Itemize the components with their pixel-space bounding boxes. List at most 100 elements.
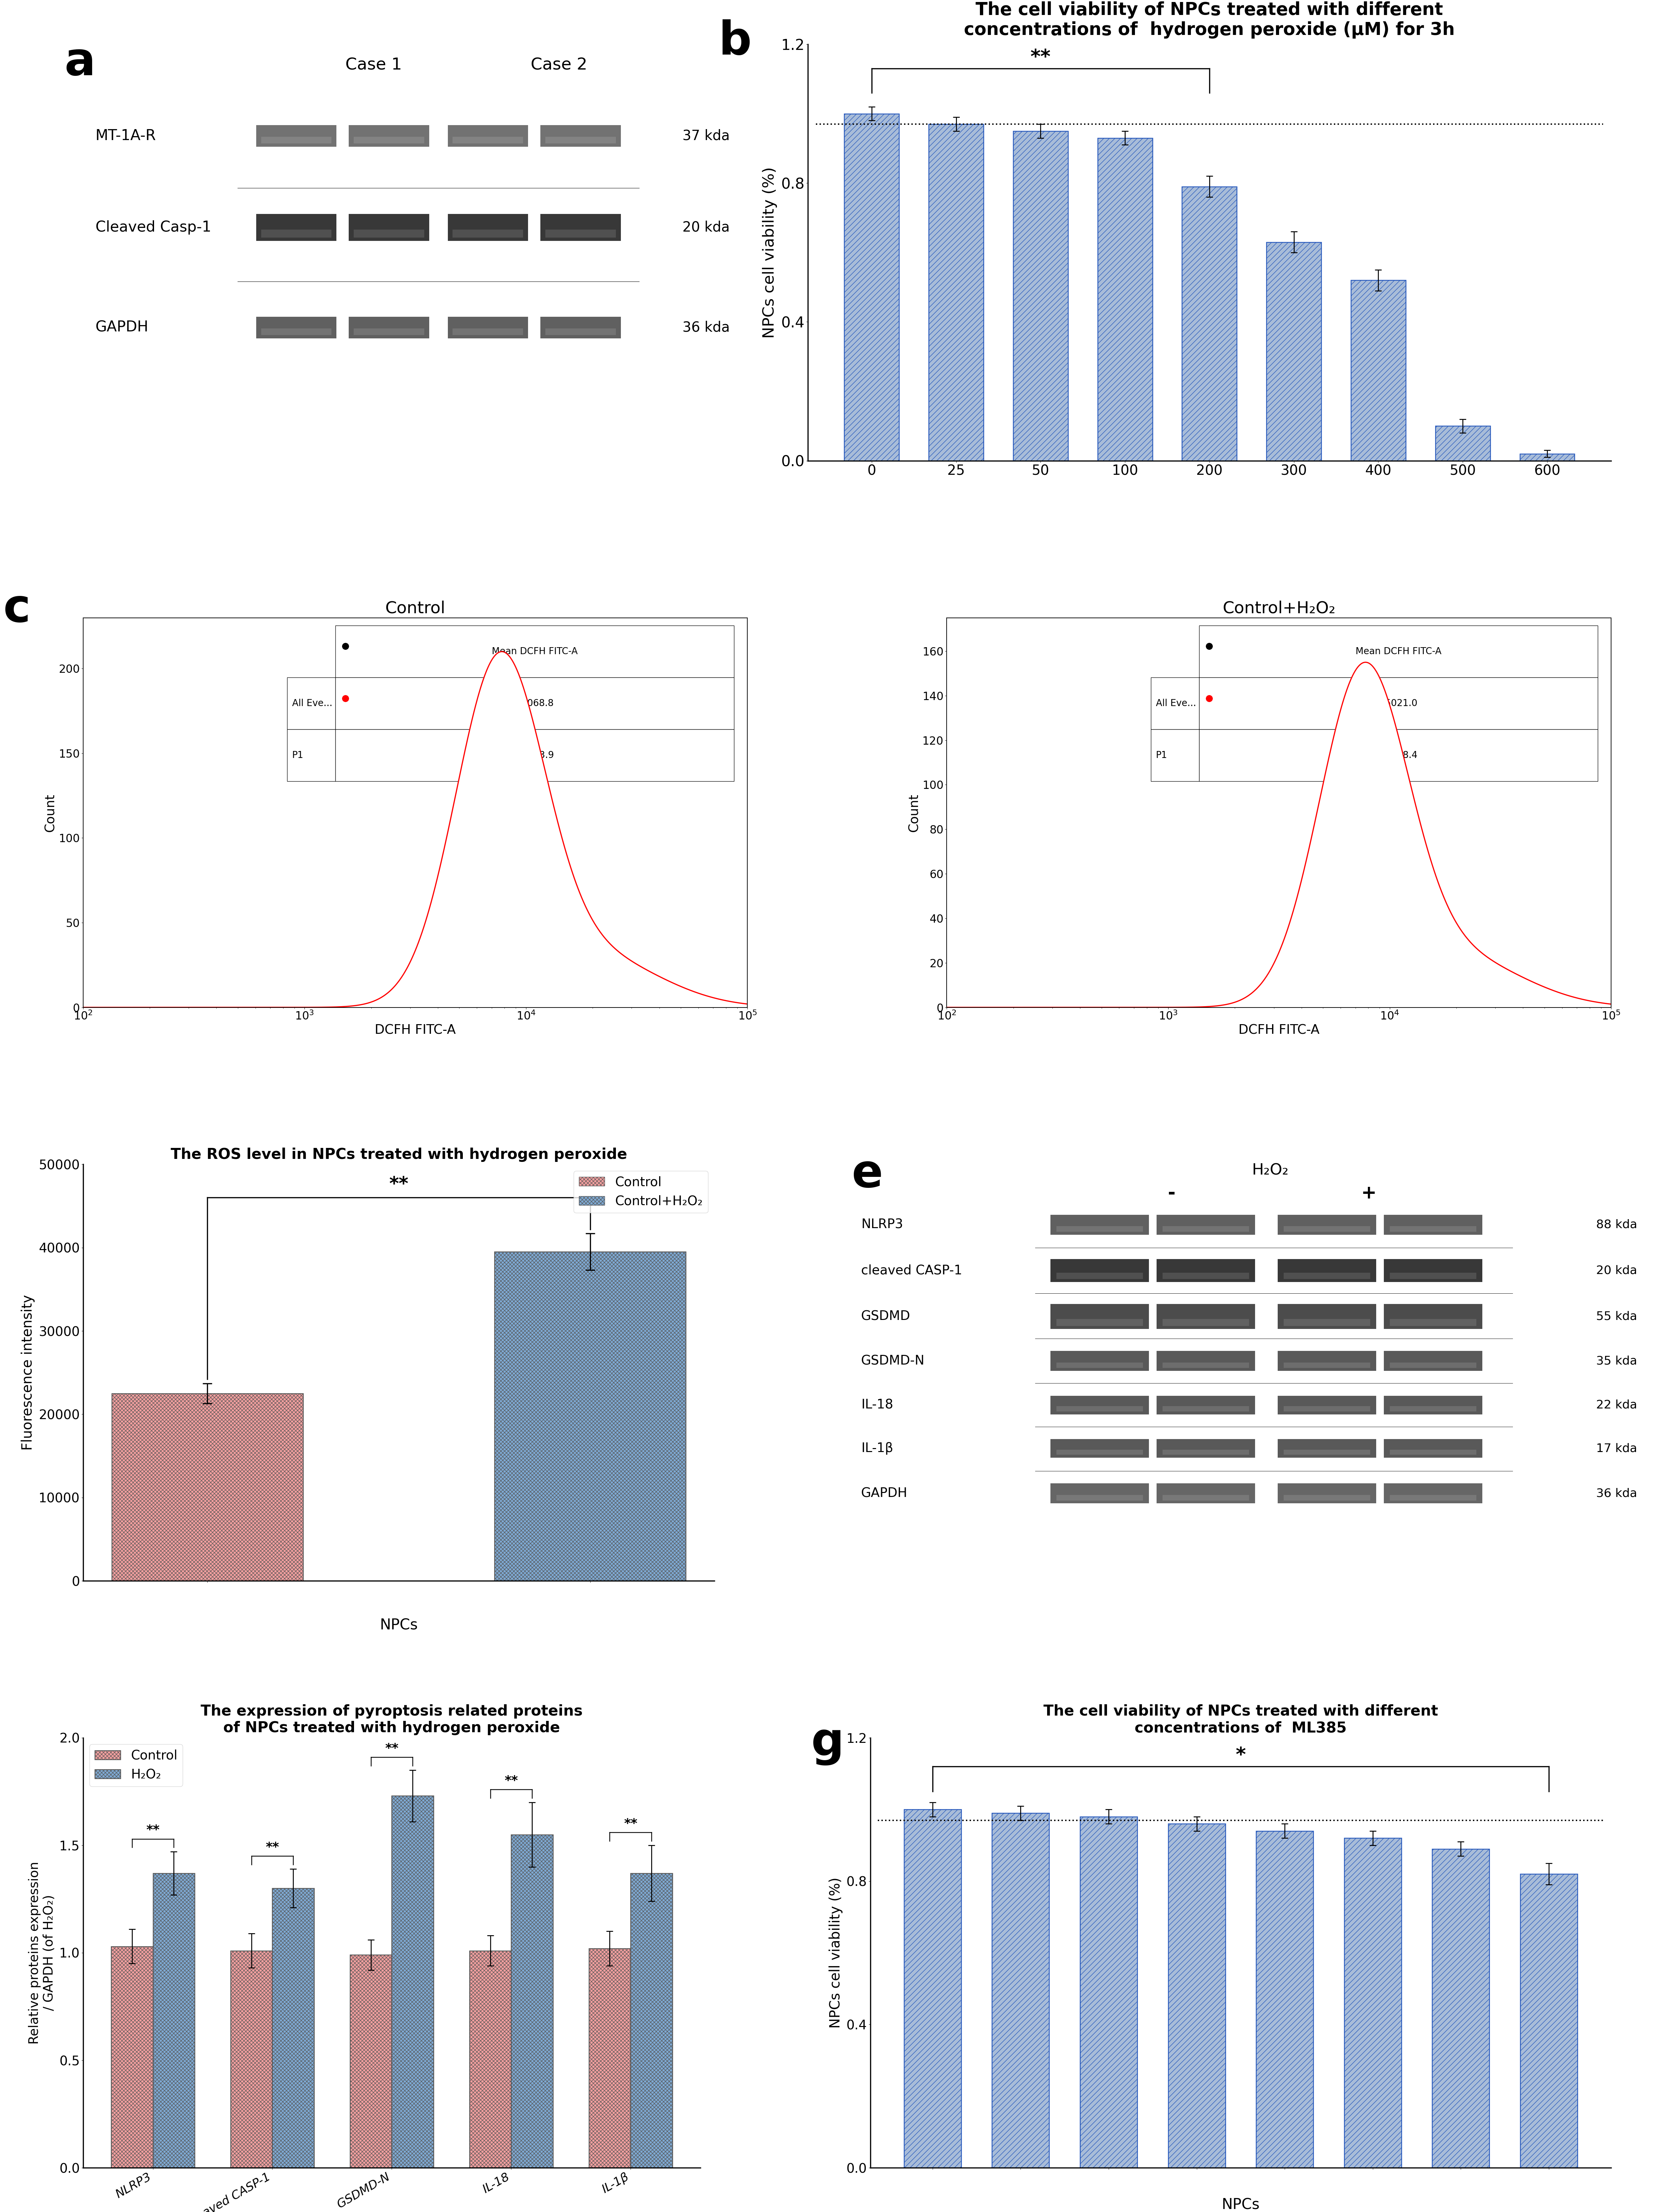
Bar xyxy=(256,126,337,146)
Bar xyxy=(1156,1440,1256,1458)
Text: H₂O₂: H₂O₂ xyxy=(1252,1164,1289,1179)
Text: e: e xyxy=(852,1152,884,1197)
Bar xyxy=(1520,453,1575,460)
Bar xyxy=(1384,1259,1482,1283)
Bar xyxy=(1056,1225,1143,1232)
Bar xyxy=(349,126,429,146)
Bar xyxy=(540,126,621,146)
Y-axis label: NPCs cell viability (%): NPCs cell viability (%) xyxy=(829,1878,842,2028)
Text: GAPDH: GAPDH xyxy=(95,321,148,334)
Bar xyxy=(1284,1495,1370,1500)
Bar xyxy=(272,1889,314,2168)
Bar xyxy=(1050,1484,1149,1504)
Bar xyxy=(349,316,429,338)
Bar xyxy=(261,137,332,144)
Bar xyxy=(1256,1832,1314,2168)
Bar xyxy=(1156,1259,1256,1283)
Text: NLRP3: NLRP3 xyxy=(860,1219,904,1232)
Bar xyxy=(1284,1225,1370,1232)
Text: c: c xyxy=(3,586,32,630)
Bar xyxy=(1156,1303,1256,1329)
Bar xyxy=(1056,1495,1143,1500)
Bar xyxy=(1098,137,1153,460)
Text: Case 1: Case 1 xyxy=(345,58,402,73)
Bar xyxy=(354,327,424,334)
Bar xyxy=(540,215,621,241)
Bar xyxy=(992,1814,1050,2168)
Text: 22 kda: 22 kda xyxy=(1596,1400,1638,1411)
Bar xyxy=(1390,1363,1477,1367)
Bar xyxy=(1350,281,1405,460)
Bar xyxy=(448,126,528,146)
Bar xyxy=(392,1796,434,2168)
Bar xyxy=(453,327,523,334)
Text: -: - xyxy=(1168,1183,1176,1203)
Bar xyxy=(1390,1318,1477,1325)
Bar xyxy=(1384,1396,1482,1413)
Bar xyxy=(256,316,337,338)
Text: g: g xyxy=(811,1721,844,1765)
Bar xyxy=(1277,1214,1377,1234)
Bar xyxy=(354,137,424,144)
Bar xyxy=(495,1252,686,1582)
Bar xyxy=(904,1809,962,2168)
Bar xyxy=(844,113,899,460)
Text: d: d xyxy=(0,1148,2,1192)
Title: The ROS level in NPCs treated with hydrogen peroxide: The ROS level in NPCs treated with hydro… xyxy=(171,1148,626,1161)
Bar xyxy=(1284,1318,1370,1325)
Bar xyxy=(1163,1225,1249,1232)
Bar xyxy=(453,137,523,144)
Bar xyxy=(1284,1272,1370,1279)
X-axis label: DCFH FITC-A: DCFH FITC-A xyxy=(375,1024,455,1037)
Bar xyxy=(545,327,616,334)
Bar xyxy=(1435,427,1490,460)
Bar xyxy=(1156,1396,1256,1413)
Bar xyxy=(453,230,523,237)
Bar xyxy=(261,230,332,237)
Bar xyxy=(1390,1272,1477,1279)
Text: *: * xyxy=(1236,1745,1246,1765)
Bar xyxy=(1277,1259,1377,1283)
Text: Cleaved Casp-1: Cleaved Casp-1 xyxy=(95,221,211,234)
Bar xyxy=(261,327,332,334)
Bar xyxy=(545,230,616,237)
Text: **: ** xyxy=(266,1840,279,1854)
Bar xyxy=(1163,1495,1249,1500)
Bar xyxy=(1384,1440,1482,1458)
Bar xyxy=(1050,1440,1149,1458)
Bar xyxy=(256,215,337,241)
Bar xyxy=(350,1955,392,2168)
Bar xyxy=(1390,1495,1477,1500)
Bar xyxy=(1168,1825,1226,2168)
Text: **: ** xyxy=(385,1743,399,1754)
Bar xyxy=(1277,1484,1377,1504)
Text: 17 kda: 17 kda xyxy=(1596,1442,1638,1453)
Y-axis label: NPCs cell viability (%): NPCs cell viability (%) xyxy=(762,166,777,338)
Bar xyxy=(470,1951,512,2168)
Text: 36 kda: 36 kda xyxy=(683,321,729,334)
Bar xyxy=(1384,1352,1482,1371)
Bar xyxy=(1520,1874,1578,2168)
Bar xyxy=(545,137,616,144)
Text: GAPDH: GAPDH xyxy=(860,1486,907,1500)
Text: GSDMD-N: GSDMD-N xyxy=(860,1354,925,1367)
Text: IL-18: IL-18 xyxy=(860,1398,894,1411)
Bar xyxy=(1390,1225,1477,1232)
Bar xyxy=(1056,1318,1143,1325)
X-axis label: DCFH FITC-A: DCFH FITC-A xyxy=(1239,1024,1319,1037)
Bar xyxy=(1050,1303,1149,1329)
Title: The cell viability of NPCs treated with different
concentrations of  ML385: The cell viability of NPCs treated with … xyxy=(1043,1705,1438,1734)
Bar xyxy=(1277,1396,1377,1413)
Bar xyxy=(1056,1449,1143,1455)
Bar xyxy=(1163,1272,1249,1279)
Title: Control: Control xyxy=(385,599,445,617)
Bar xyxy=(1390,1449,1477,1455)
Bar xyxy=(1056,1407,1143,1411)
Y-axis label: Count: Count xyxy=(45,794,56,832)
Bar xyxy=(1384,1303,1482,1329)
Text: 36 kda: 36 kda xyxy=(1596,1489,1638,1500)
Text: 37 kda: 37 kda xyxy=(683,128,729,144)
Text: NPCs: NPCs xyxy=(380,1619,419,1632)
Bar xyxy=(1284,1363,1370,1367)
Bar xyxy=(1156,1214,1256,1234)
